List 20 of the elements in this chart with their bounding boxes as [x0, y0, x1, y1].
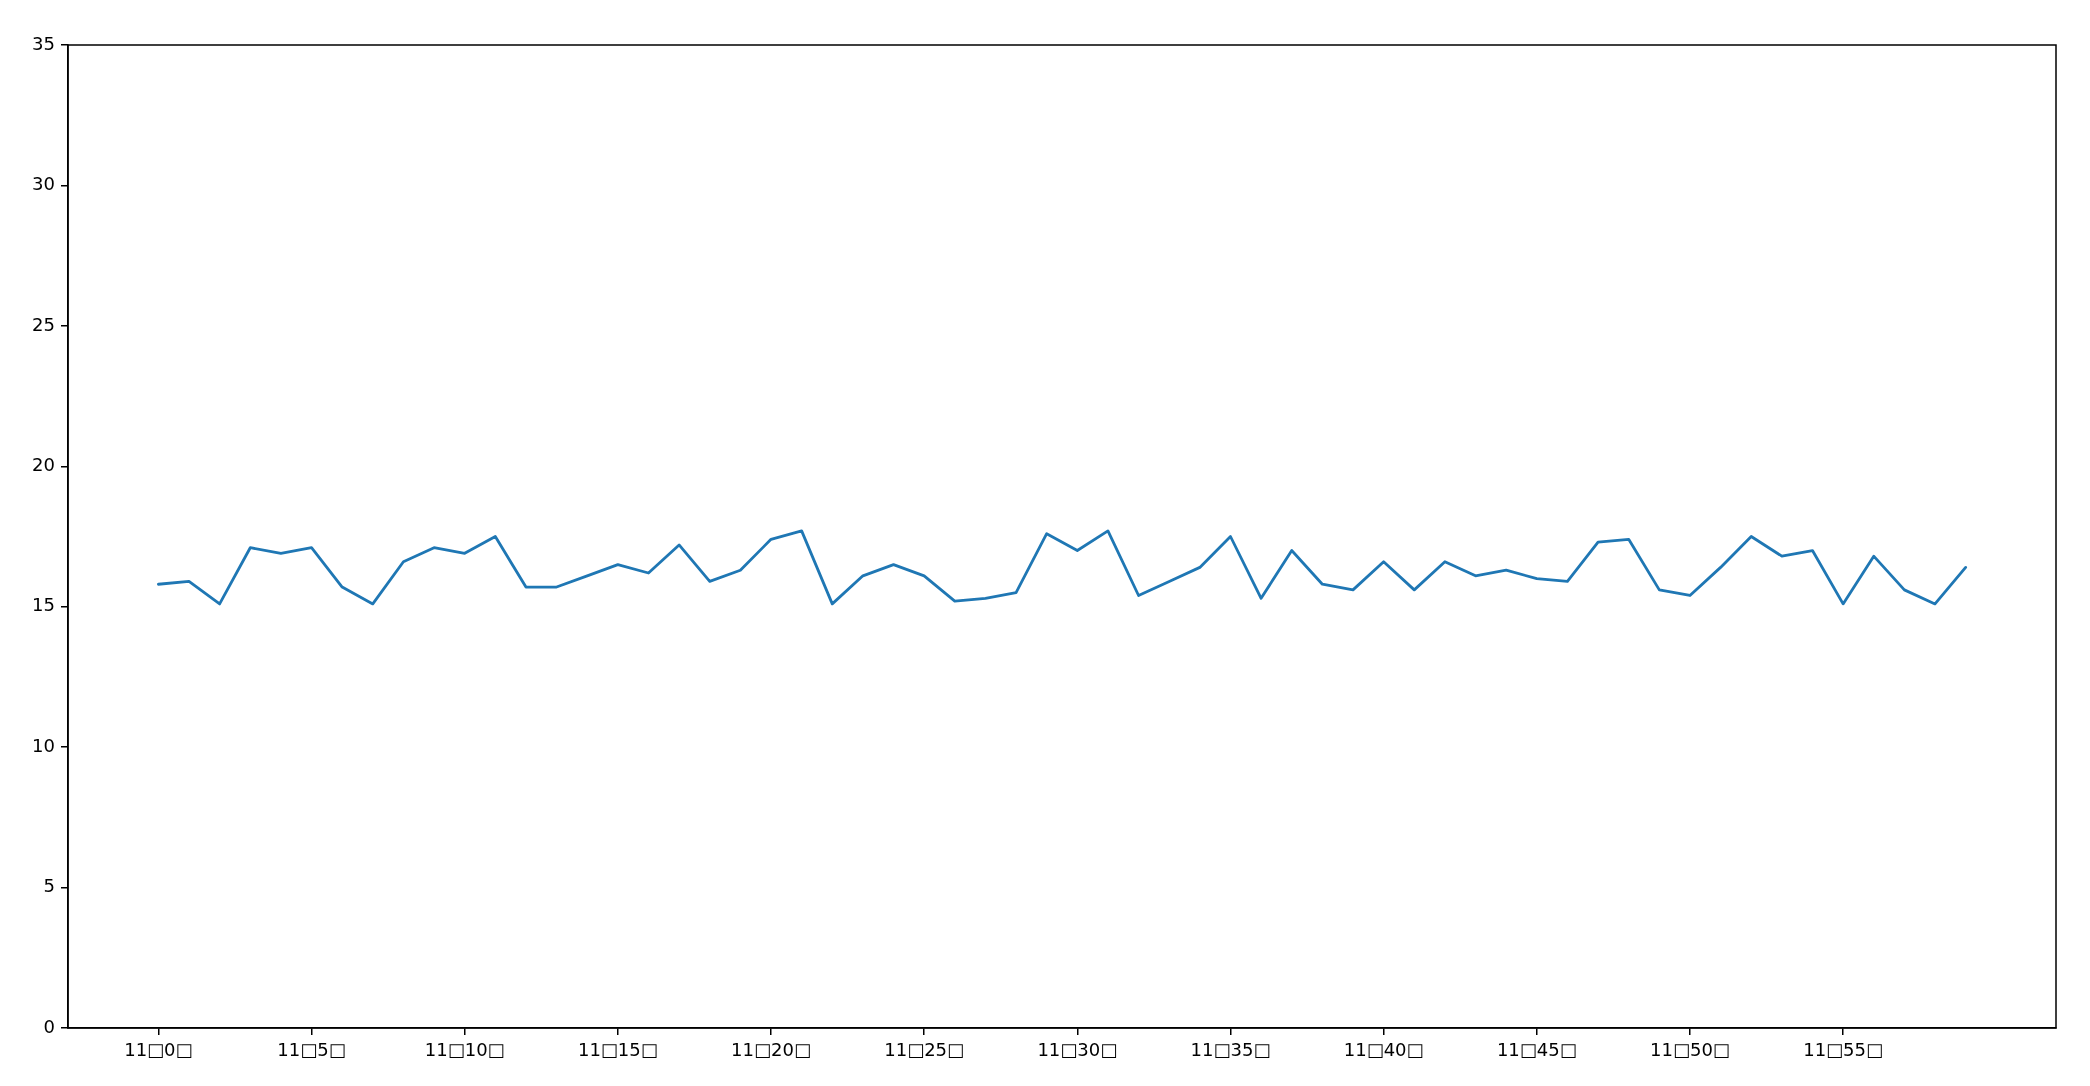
x-tick-label: 11□45□: [1496, 1039, 1577, 1061]
y-tick-label: 35: [32, 32, 55, 54]
x-tick-label: 11□30□: [1037, 1039, 1118, 1061]
x-tick-label: 11□10□: [424, 1039, 505, 1061]
x-tick-label: 11□40□: [1343, 1039, 1424, 1061]
x-tick-label: 11□35□: [1190, 1039, 1271, 1061]
x-tick-label: 11□15□: [577, 1039, 658, 1061]
y-tick-label: 30: [32, 173, 55, 195]
y-tick-label: 5: [43, 875, 55, 897]
x-tick-label: 11□5□: [277, 1039, 346, 1061]
x-tick-label: 11□25□: [884, 1039, 965, 1061]
y-tick-label: 0: [43, 1015, 55, 1037]
y-tick-label: 10: [32, 734, 55, 756]
x-tick-label: 11□50□: [1650, 1039, 1730, 1061]
x-tick-label: 11□20□: [731, 1039, 811, 1061]
x-tick-label: 11□55□: [1803, 1039, 1884, 1061]
x-tick-label: 11□0□: [124, 1039, 193, 1061]
y-tick-label: 15: [32, 594, 55, 616]
y-tick-label: 20: [32, 453, 55, 475]
y-tick-label: 25: [32, 313, 55, 335]
